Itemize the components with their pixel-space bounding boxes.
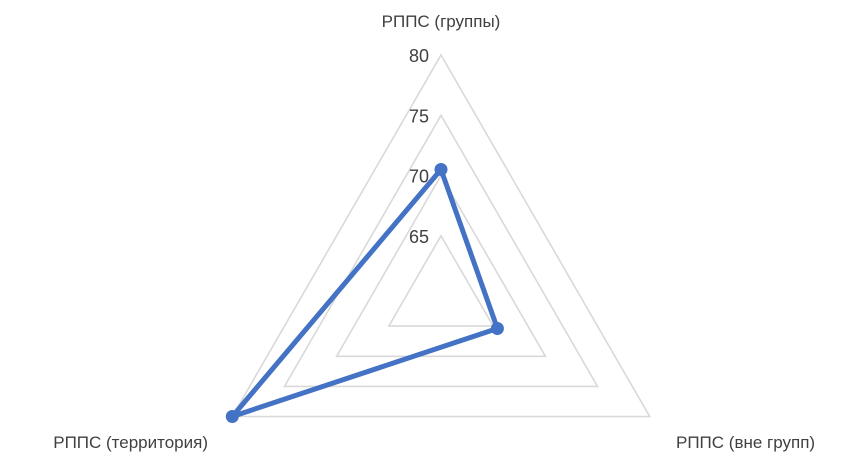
tick-label-layer: 65 70 75 80: [409, 46, 429, 247]
tick-label-65: 65: [409, 227, 429, 247]
data-point-0-2: [225, 410, 239, 423]
tick-label-75: 75: [409, 106, 429, 126]
data-point-0-1: [490, 322, 504, 335]
grid-ring-70: [335, 173, 547, 358]
tick-label-70: 70: [409, 167, 429, 187]
data-point-0-0: [434, 163, 448, 176]
series-layer: [225, 163, 504, 423]
axis-label-top: РППС (группы): [382, 12, 501, 31]
series-line-0: [229, 167, 500, 419]
grid-layer: [230, 53, 652, 418]
grid-ring-65: [387, 234, 495, 327]
grid-ring-80: [230, 53, 652, 418]
axis-label-layer: РППС (группы) РППС (вне групп) РППС (тер…: [53, 12, 815, 452]
axis-label-bottom-left: РППС (территория): [53, 433, 208, 452]
tick-label-80: 80: [409, 46, 429, 66]
axis-label-bottom-right: РППС (вне групп): [676, 433, 815, 452]
grid-ring-75: [283, 113, 599, 388]
